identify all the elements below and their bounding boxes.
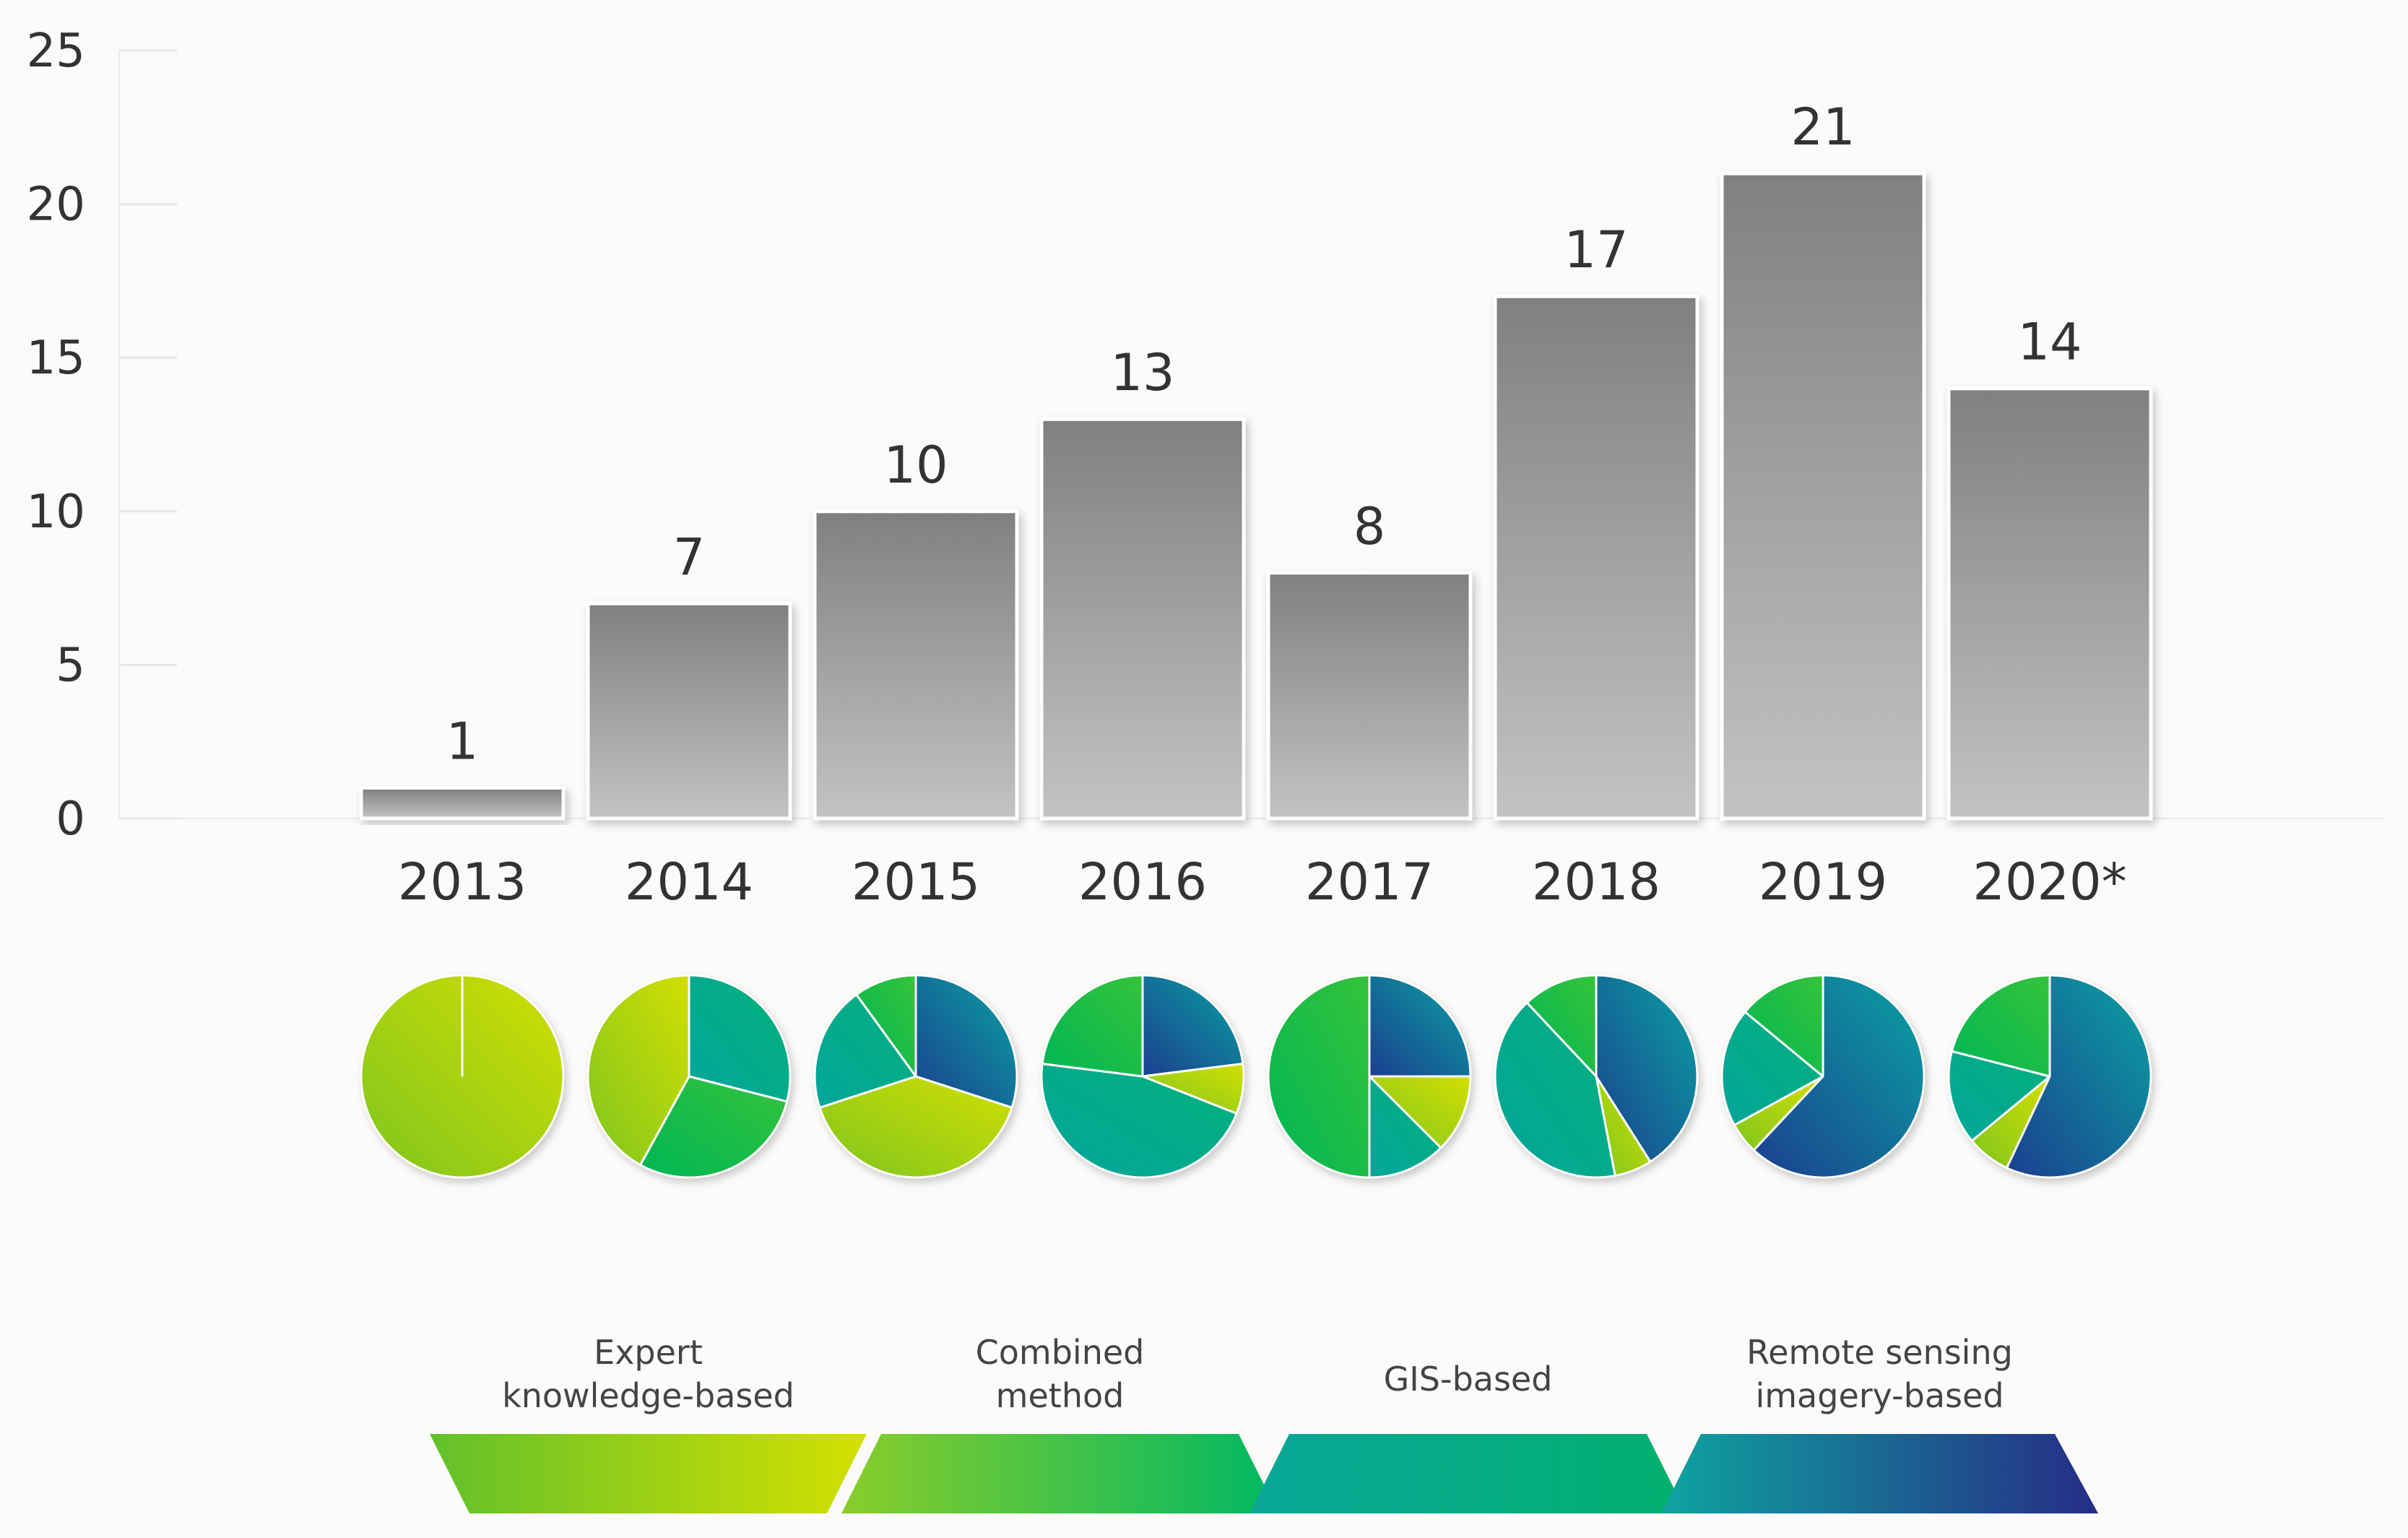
pie-slice	[1950, 974, 2051, 1078]
y-tick-label: 5	[56, 639, 85, 692]
y-tick-label: 25	[27, 25, 85, 78]
bar	[359, 785, 566, 821]
pie-slice	[1141, 974, 1244, 1078]
legend-swatch	[430, 1434, 867, 1513]
bar-value-label: 10	[883, 436, 948, 495]
pie-slice	[1752, 974, 1926, 1179]
bar	[1493, 294, 1699, 821]
legend-label: Expert	[594, 1333, 703, 1372]
x-tick-label: 2017	[1305, 852, 1434, 912]
y-tick-label: 20	[27, 178, 85, 232]
pie-slice	[1720, 1011, 1824, 1126]
pie-slice	[1744, 974, 1824, 1078]
pie-slice	[1040, 1062, 1238, 1179]
x-tick-label: 2013	[398, 852, 527, 912]
bar	[1039, 417, 1246, 821]
bar-value-label: 8	[1354, 497, 1386, 556]
x-tick-label: 2015	[852, 852, 980, 912]
legend-label: method	[996, 1376, 1125, 1415]
pie-slice	[855, 974, 917, 1078]
bar	[1266, 571, 1473, 821]
legend-swatch	[841, 1434, 1278, 1513]
pie-slice	[1525, 974, 1598, 1078]
pie-slice	[1494, 1001, 1616, 1179]
pie-slice	[1267, 974, 1371, 1179]
x-tick-label: 2016	[1078, 852, 1207, 912]
pie-slice	[688, 974, 792, 1103]
y-tick-label: 0	[56, 792, 85, 846]
legend-swatch	[1250, 1434, 1686, 1513]
pie-slice	[914, 974, 1018, 1109]
legend-label: Combined	[976, 1333, 1145, 1372]
y-tick-label: 15	[27, 332, 85, 385]
x-tick-label: 2019	[1759, 852, 1887, 912]
pie-slice	[818, 1075, 1013, 1179]
bar-value-label: 7	[673, 527, 706, 587]
bar	[586, 601, 792, 821]
legend-swatch	[1661, 1434, 2098, 1513]
bar-value-label: 13	[1110, 343, 1174, 402]
pie-slice	[2005, 974, 2152, 1179]
method-legend: Expert knowledge-based Combined method GIS-b…	[430, 1333, 2098, 1513]
legend-label: imagery-based	[1755, 1376, 2004, 1415]
bar	[813, 509, 1019, 821]
bar	[1720, 171, 1926, 821]
legend-label: Remote sensing	[1746, 1333, 2013, 1372]
method-pies	[360, 974, 2152, 1179]
x-tick-label: 2018	[1532, 852, 1660, 912]
pie-slice	[1368, 1075, 1472, 1149]
pie-slice	[1041, 974, 1144, 1078]
bar-value-label: 17	[1564, 220, 1628, 280]
y-tick-label: 10	[27, 485, 85, 539]
pie-slice	[1947, 1050, 2051, 1142]
bar-value-label: 14	[2017, 313, 2082, 372]
pie-slice	[639, 1075, 789, 1179]
legend-label: knowledge-based	[502, 1376, 794, 1415]
bar	[1946, 386, 2153, 821]
bars	[359, 171, 2153, 821]
bar-value-label: 1	[446, 712, 479, 771]
x-tick-label: 2020*	[1972, 852, 2126, 912]
bar-value-label: 21	[1790, 98, 1855, 157]
pie-slice	[586, 974, 690, 1167]
pie-slice	[813, 993, 917, 1109]
pie-slice	[1368, 1075, 1442, 1179]
legend-label: GIS-based	[1384, 1360, 1553, 1399]
pie-slice	[1368, 974, 1472, 1078]
x-axis-labels: 2013 2014 2015 2016 2017 2018 2019 2020*	[398, 852, 2127, 912]
x-tick-label: 2014	[625, 852, 753, 912]
